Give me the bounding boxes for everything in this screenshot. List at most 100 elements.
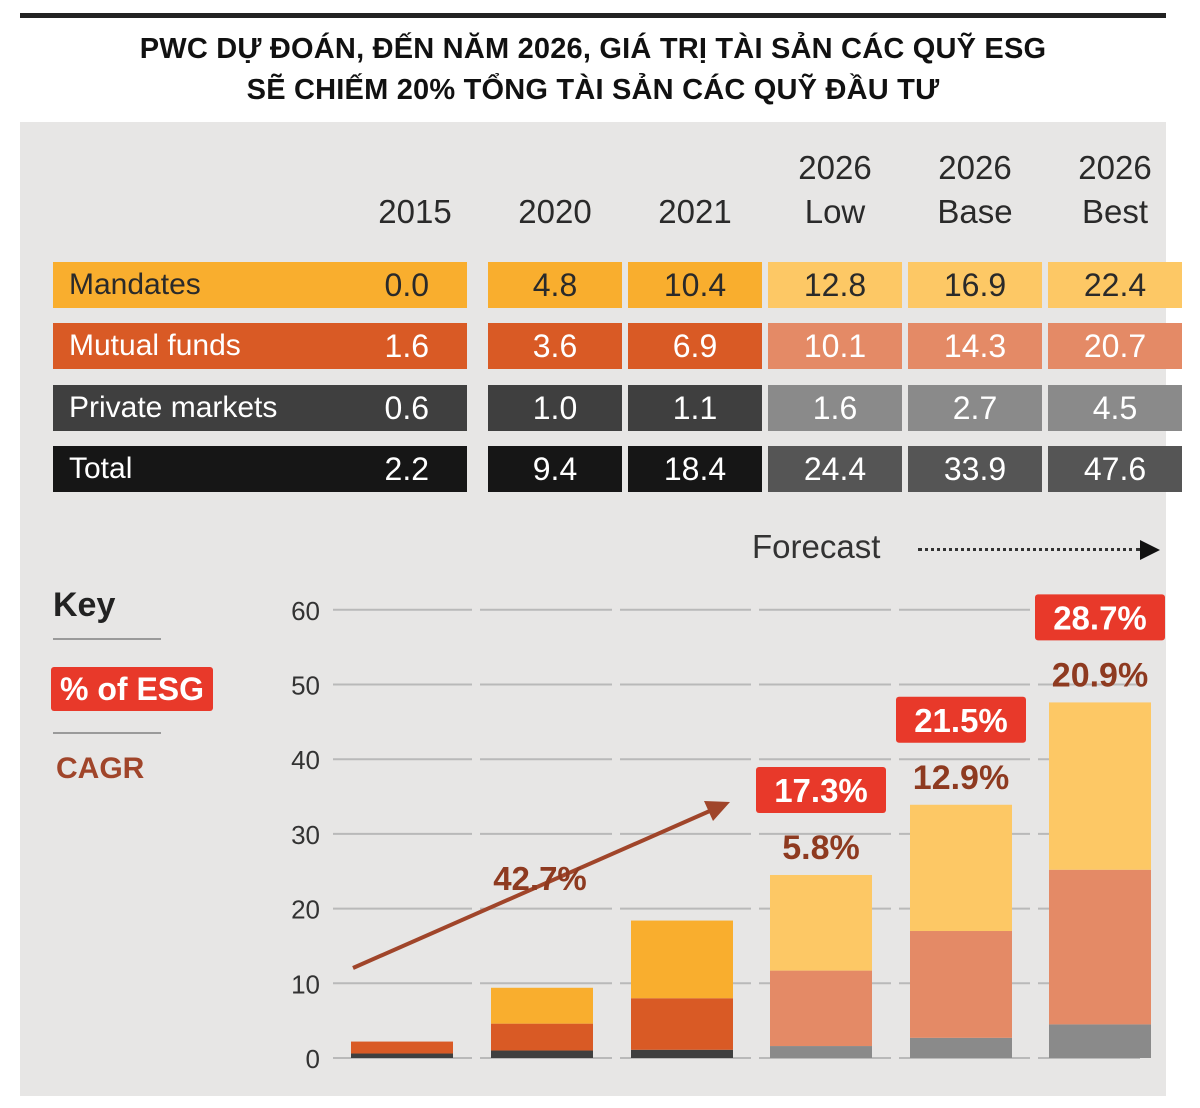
table-cell: 18.4 [628,446,762,492]
bar-private-markets [491,1050,593,1058]
cagr-label: 12.9% [913,759,1009,797]
pct-esg-label: 21.5% [914,702,1008,739]
bar-mutual-funds [910,931,1012,1038]
table-cell: 12.8 [768,262,902,308]
column-header-line2: 2020 [518,193,592,230]
row-label-text: Mandates [69,268,201,301]
chart-panel: 2015 2020 2021 2026 Low 2026 Base 2026 Best Man… [20,122,1182,1096]
key-divider [53,732,161,734]
bar-mandates [910,804,1012,932]
table-cell: 9.4 [488,446,622,492]
y-tick-label: 30 [291,820,320,850]
row-label-text: Total [69,452,133,485]
trend-cagr-label: 42.7% [493,860,587,897]
table-cell: 22.4 [1048,262,1182,308]
column-header: 2021 [628,146,762,234]
pct-esg-badge [1035,594,1165,641]
key-title: Key [53,586,116,624]
column-gap [891,597,899,1067]
pct-esg-label: 17.3% [774,772,868,809]
forecast-arrow-icon [1140,540,1160,560]
table-cell: 2.2 [384,451,429,487]
table-row-label: Mutual funds 1.6 [53,323,467,369]
table-cell: 33.9 [908,446,1042,492]
pct-esg-badge [896,696,1026,743]
column-header-line2: Base [937,193,1013,230]
table-cell: 1.6 [384,328,429,364]
table-cell: 6.9 [628,323,762,369]
column-gap [472,597,480,1067]
bar-private-markets [910,1037,1012,1058]
bar-mandates [631,920,733,999]
bar-mutual-funds [770,970,872,1047]
bar-mutual-funds [631,998,733,1050]
pct-esg-label: 28.7% [1053,599,1147,636]
cagr-label: 5.8% [782,829,860,867]
stacked-bar-chart: 0 10 20 30 40 50 60 42.7% 5.8% 17.3% 12.9% 21.5% 20.… [291,594,1165,1074]
table-cell: 20.7 [1048,323,1182,369]
column-header-line1: 2026 [938,149,1012,186]
bar-private-markets [631,1049,733,1058]
y-tick-label: 40 [291,745,320,775]
trend-arrowhead-icon [704,801,730,821]
row-label-text: Private markets [69,391,278,424]
table-row-label: Private markets 0.6 [53,385,467,431]
column-header: 2026 Best [1048,146,1182,234]
column-gap [751,597,759,1067]
key-pct-esg-badge: % of ESG [51,667,214,711]
key-divider [53,638,161,640]
y-tick-label: 10 [291,969,320,999]
column-header: 2026 Low [768,146,902,234]
bar-mutual-funds [491,1023,593,1051]
bar-mandates [770,874,872,971]
top-rule [20,13,1166,18]
forecast-label: Forecast [752,528,881,565]
bar-mutual-funds [1049,869,1151,1025]
row-label-text: Mutual funds [69,329,241,362]
table-cell: 47.6 [1048,446,1182,492]
table-row-label: Mandates 0.0 [53,262,467,308]
title-line-2: SẼ CHIẾM 20% TỔNG TÀI SẢN CÁC QUỸ ĐẦU TƯ [246,74,940,106]
y-tick-label: 60 [291,596,320,626]
column-gap [612,597,620,1067]
y-tick-label: 20 [291,895,320,925]
column-gap [1030,597,1038,1067]
key-cagr-label: CAGR [56,752,145,785]
bar-mutual-funds [351,1041,453,1054]
table-cell: 1.0 [488,385,622,431]
column-header-line2: Low [804,193,866,230]
table-cell: 0.6 [384,390,429,426]
title-line-1: PWC DỰ ĐOÁN, ĐẾN NĂM 2026, GIÁ TRỊ TÀI S… [139,33,1047,65]
column-header-line2: 2021 [658,193,732,230]
column-header: 2026 Base [908,146,1042,234]
trend-arrow-line [352,808,713,970]
bar-private-markets [770,1046,872,1058]
table-cell: 4.5 [1048,385,1182,431]
column-header: 2015 [348,146,482,234]
table-cell: 0.0 [384,267,429,303]
column-header-line1: 2026 [1078,149,1152,186]
table-cell: 4.8 [488,262,622,308]
table-cell: 1.1 [628,385,762,431]
column-header-line2: Best [1081,193,1149,230]
table-cell: 10.4 [628,262,762,308]
column-header-line1: 2026 [798,149,872,186]
table-row-label: Total 2.2 [53,446,467,492]
table-cell: 3.6 [488,323,622,369]
y-tick-label: 50 [291,671,320,701]
column-header-line2: 2015 [378,193,452,230]
cagr-label: 20.9% [1052,656,1148,694]
table-cell: 10.1 [768,323,902,369]
table-cell: 14.3 [908,323,1042,369]
bar-mandates [1049,702,1151,870]
table-cell: 1.6 [768,385,902,431]
bar-private-markets [1049,1024,1151,1058]
y-tick-label: 0 [306,1044,320,1074]
pct-esg-badge [756,766,886,813]
table-cell: 24.4 [768,446,902,492]
bar-mandates [491,987,593,1024]
bar-private-markets [351,1053,453,1058]
forecast-arrow-line [918,548,1140,551]
column-header: 2020 [488,146,622,234]
table-cell: 16.9 [908,262,1042,308]
